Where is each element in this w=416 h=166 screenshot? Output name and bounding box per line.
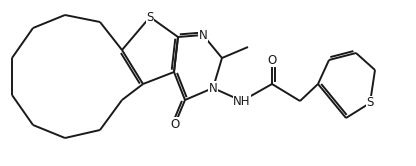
Text: N: N <box>198 29 207 42</box>
Text: N: N <box>209 82 218 94</box>
Text: O: O <box>171 118 180 130</box>
Text: NH: NH <box>233 94 251 108</box>
Text: S: S <box>366 96 374 110</box>
Text: S: S <box>146 10 154 24</box>
Text: O: O <box>267 53 277 67</box>
